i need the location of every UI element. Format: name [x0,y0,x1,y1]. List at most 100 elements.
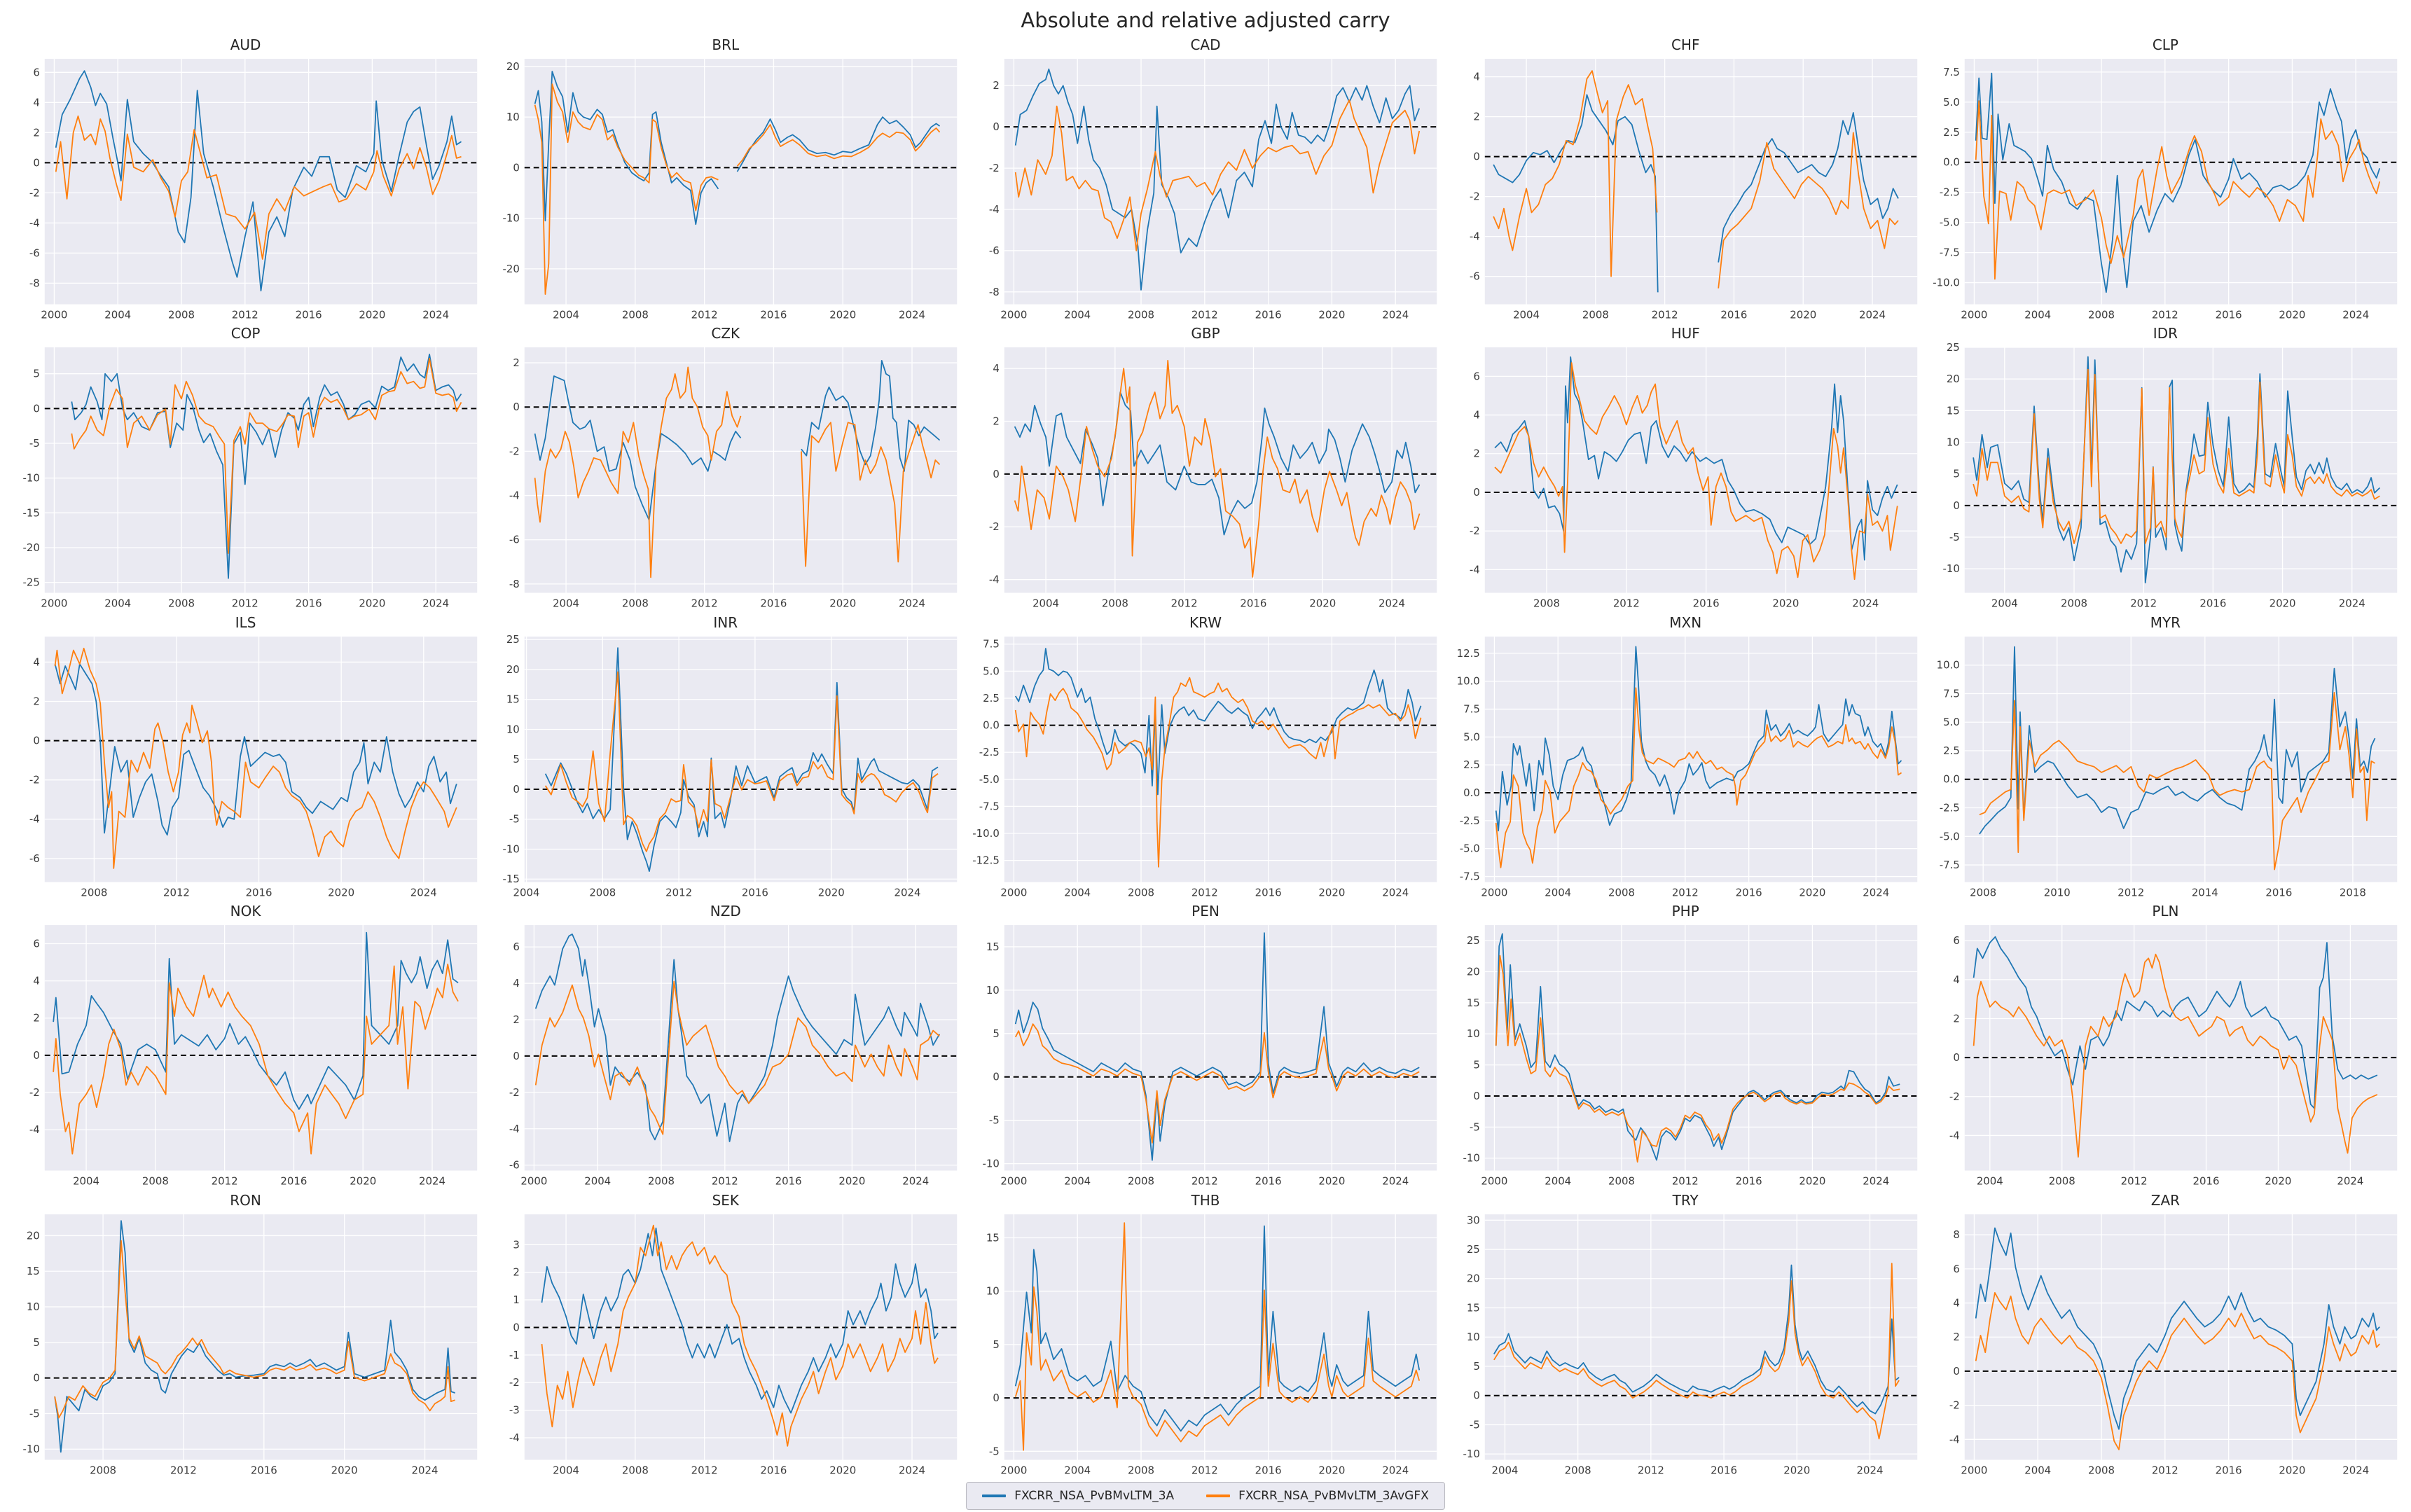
chart-plot-BRL: 2004 2008 2012 2016 2020 2024 -20 -10 0 10 20 [503,58,958,321]
svg-text:2008: 2008 [142,1175,169,1188]
svg-text:2.5: 2.5 [1943,126,1960,139]
svg-text:2020: 2020 [2269,597,2295,610]
chart-CZK: CZK 2004 2008 2012 2016 2020 2024 -8 -6 -4 -2 0 2 [490,324,961,612]
svg-text:-5: -5 [29,1407,40,1420]
svg-text:2004: 2004 [1065,886,1091,899]
svg-text:4: 4 [993,362,1000,375]
chart-title-HUF: HUF [1671,325,1700,342]
svg-text:2024: 2024 [894,886,921,899]
svg-text:2020: 2020 [1772,597,1799,610]
chart-plot-CAD: 2000 2004 2008 2012 2016 2020 2024 -8 -6 -4 -2 0 2 [989,58,1437,321]
chart-plot-AUD: 2000 2004 2008 2012 2016 2020 2024 -8 -6 -4 -2 0 2 4 6 [29,58,478,321]
chart-plot-CLP: 2000 2004 2008 2012 2016 2020 2024 -10.0 -7.5 -5.… [1933,58,2398,321]
svg-text:2016: 2016 [1720,308,1747,321]
svg-text:1: 1 [513,1293,520,1306]
svg-text:2004: 2004 [1545,886,1571,899]
svg-text:2008: 2008 [1102,597,1128,610]
svg-text:-5: -5 [1949,531,1960,543]
svg-text:2012: 2012 [1651,308,1678,321]
svg-text:-10: -10 [983,1158,1000,1170]
svg-text:2016: 2016 [296,308,322,321]
svg-text:-5.0: -5.0 [1939,216,1959,229]
svg-text:-8: -8 [29,277,40,289]
svg-text:0: 0 [33,156,40,169]
svg-text:-8: -8 [989,286,1000,298]
page-title: Absolute and relative adjusted carry [1021,8,1390,32]
chart-PLN: PLN 2004 2008 2012 2016 2020 2024 -4 -2 0 2 4 6 [1930,901,2401,1190]
svg-text:2012: 2012 [2130,597,2157,610]
svg-text:-6: -6 [509,534,520,546]
svg-text:2016: 2016 [296,597,322,610]
svg-text:25: 25 [1947,343,1960,354]
svg-text:2010: 2010 [2044,886,2071,899]
svg-text:2016: 2016 [761,1464,787,1476]
svg-text:2024: 2024 [899,1464,925,1476]
svg-text:2024: 2024 [1863,886,1889,899]
svg-text:2008: 2008 [1608,886,1635,899]
svg-text:15: 15 [27,1265,40,1277]
svg-text:2016: 2016 [1735,1175,1762,1188]
svg-text:-2.5: -2.5 [979,746,1000,758]
svg-text:-4: -4 [1470,230,1480,243]
svg-text:2000: 2000 [1961,1464,1987,1476]
svg-text:2008: 2008 [2088,308,2115,321]
svg-text:-7.5: -7.5 [1939,247,1959,259]
chart-title-SEK: SEK [712,1191,740,1209]
svg-text:-2: -2 [1949,1399,1960,1411]
chart-BRL: BRL 2004 2008 2012 2016 2020 2024 -20 -10 0 10 20 [490,35,961,324]
svg-text:2020: 2020 [359,308,385,321]
svg-text:-2: -2 [509,1086,520,1099]
chart-title-MXN: MXN [1669,613,1702,631]
svg-text:4: 4 [33,96,40,109]
chart-AUD: AUD 2000 2004 2008 2012 2016 2020 2024 -8 -6 -4 -2 0… [10,35,481,324]
svg-text:0: 0 [513,783,520,796]
svg-text:15: 15 [986,941,1000,953]
svg-text:2016: 2016 [2215,308,2241,321]
svg-text:2004: 2004 [73,1175,99,1188]
svg-text:-5: -5 [29,437,40,450]
chart-HUF: HUF 2008 2012 2016 2020 2024 -4 -2 0 2 4 6 [1450,324,1921,612]
svg-text:-20: -20 [22,541,39,554]
svg-text:2016: 2016 [2215,1464,2241,1476]
svg-text:4: 4 [33,656,40,668]
svg-text:2012: 2012 [163,886,190,899]
svg-text:20: 20 [27,1229,40,1242]
svg-text:2024: 2024 [1383,308,1409,321]
svg-text:2012: 2012 [1671,1175,1698,1188]
svg-text:-6: -6 [29,247,40,259]
svg-text:0: 0 [1473,486,1480,499]
svg-text:2020: 2020 [1799,1175,1825,1188]
svg-text:2004: 2004 [1491,1464,1518,1476]
svg-text:2.5: 2.5 [1463,758,1480,771]
svg-text:2016: 2016 [1735,886,1762,899]
svg-text:4: 4 [1473,409,1480,422]
svg-text:2012: 2012 [1191,308,1218,321]
svg-text:2012: 2012 [232,597,258,610]
svg-text:2020: 2020 [818,886,845,899]
chart-GBP: GBP 2004 2008 2012 2016 2020 2024 -4 -2 0 2 4 [969,324,1441,612]
svg-text:0: 0 [1473,151,1480,163]
svg-text:15: 15 [1466,997,1479,1009]
svg-text:-5: -5 [989,1445,1000,1457]
svg-text:2024: 2024 [422,597,449,610]
svg-text:-2: -2 [1949,1090,1960,1103]
svg-text:2024: 2024 [419,1175,445,1188]
svg-text:2000: 2000 [1481,886,1507,899]
svg-text:2024: 2024 [410,886,437,899]
svg-text:-3: -3 [509,1403,520,1416]
svg-text:2016: 2016 [246,886,272,899]
svg-text:7.5: 7.5 [1943,687,1960,700]
svg-text:2020: 2020 [1319,308,1346,321]
chart-plot-NZD: 2000 2004 2008 2012 2016 2020 2024 -6 -4 -2 0 2 4 6 [509,925,958,1188]
chart-title-NZD: NZD [710,903,741,920]
svg-text:2024: 2024 [1856,1464,1883,1476]
svg-text:2008: 2008 [1128,308,1154,321]
chart-plot-THB: 2000 2004 2008 2012 2016 2020 2024 -5 0 5 10 15 [986,1214,1437,1476]
svg-text:2016: 2016 [742,886,768,899]
svg-text:2016: 2016 [1692,597,1719,610]
svg-text:2020: 2020 [331,1464,358,1476]
svg-text:0: 0 [993,1392,1000,1404]
svg-text:2008: 2008 [1608,1175,1635,1188]
chart-plot-TRY: 2004 2008 2012 2016 2020 2024 -10 -5 0 5 10 15 20 25 3… [1463,1214,1917,1476]
svg-text:2004: 2004 [553,308,579,321]
